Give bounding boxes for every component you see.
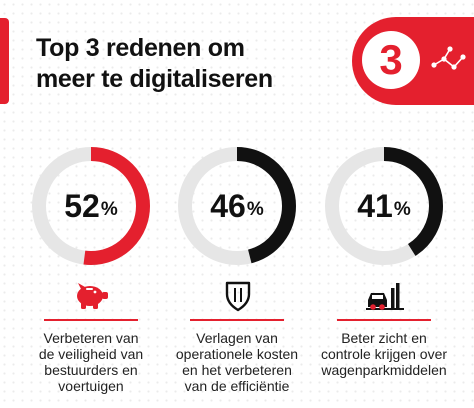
label-1-line-4: voertuigen	[58, 378, 124, 394]
donut-chart-2: 46%	[175, 144, 299, 268]
donut-arc-3	[325, 147, 443, 265]
donut-arc-1	[32, 147, 150, 265]
donut-value-number-2: 46	[210, 187, 246, 224]
label-3-line-2: controle krijgen over	[320, 346, 448, 362]
divider-2	[190, 319, 284, 321]
network-dots-icon	[431, 46, 466, 70]
donut-svg-3	[325, 147, 443, 265]
title-line-1: Top 3 redenen om	[36, 34, 245, 62]
donut-value-unit-1: %	[100, 198, 118, 220]
donut-value-unit-3: %	[393, 198, 411, 220]
label-1-line-2: de veiligheid van	[38, 346, 144, 362]
divider-1	[44, 319, 138, 321]
donut-value-2: 46%	[175, 144, 299, 268]
donut-value-number-1: 52	[64, 187, 100, 224]
vehicle-chart-icon	[366, 283, 404, 310]
donut-arc-2	[178, 147, 296, 265]
label-2-line-3: en het verbeteren	[182, 362, 292, 378]
label-1-line-3: bestuurders en	[44, 362, 138, 378]
label-2: Verlagen van operationele kosten en het …	[164, 330, 310, 394]
donut-chart-3: 41%	[322, 144, 446, 268]
label-1: Verbeteren van de veiligheid van bestuur…	[18, 330, 164, 394]
donut-svg-2	[178, 147, 296, 265]
donut-svg-1	[32, 147, 150, 265]
badge-number: 3	[379, 36, 403, 83]
badge-circle: 3	[362, 31, 420, 89]
piggy-bank-icon	[77, 283, 108, 309]
title-line-2: meer te digitaliseren	[36, 65, 273, 93]
donut-value-unit-2: %	[246, 198, 264, 220]
label-2-line-4: van de efficiëntie	[184, 378, 290, 394]
label-3: Beter zicht en controle krijgen over wag…	[311, 330, 457, 378]
donut-value-3: 41%	[322, 144, 446, 268]
label-2-line-2: operationele kosten	[175, 346, 299, 362]
label-1-line-1: Verbeteren van	[43, 330, 139, 346]
label-2-line-1: Verlagen van	[196, 330, 278, 346]
divider-3	[337, 319, 431, 321]
number-badge: 3	[352, 17, 474, 105]
label-3-line-1: Beter zicht en	[341, 330, 427, 346]
page-title: Top 3 redenen om meer te digitaliseren	[36, 33, 336, 95]
donut-value-1: 52%	[29, 144, 153, 268]
shield-icon	[225, 281, 251, 312]
donut-chart-1: 52%	[29, 144, 153, 268]
donut-value-number-3: 41	[357, 187, 393, 224]
accent-bar	[0, 18, 9, 104]
label-3-line-3: wagenparkmiddelen	[321, 362, 447, 378]
